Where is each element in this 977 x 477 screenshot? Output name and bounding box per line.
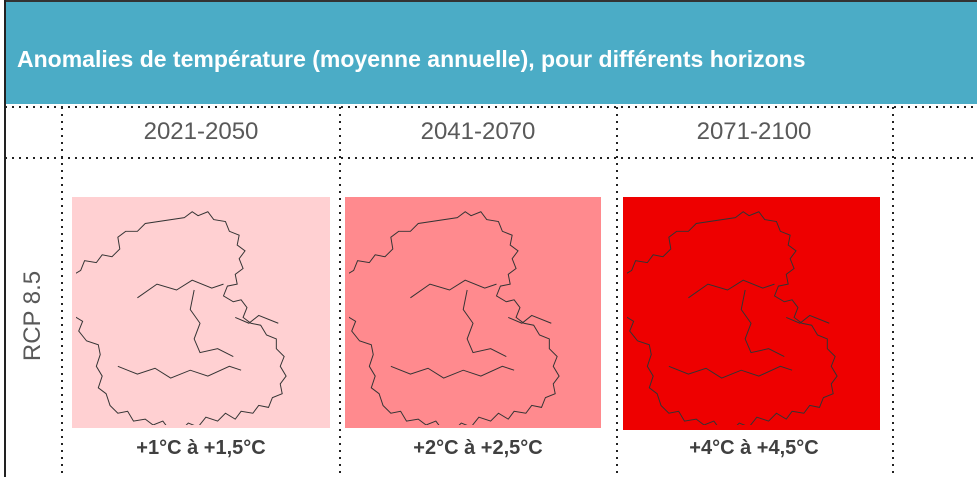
row-label: RCP 8.5 <box>19 270 46 362</box>
dotted-lines <box>5 106 977 477</box>
column-header: 2021-2050 <box>143 118 259 145</box>
cell-label: +2°C à +2,5°C <box>413 437 543 459</box>
map-2 <box>345 197 601 428</box>
map-1 <box>72 197 330 428</box>
title: Anomalies de température (moyenne annuel… <box>17 46 806 72</box>
column-header: 2071-2100 <box>696 118 812 145</box>
cell-label: +4°C à +4,5°C <box>689 437 819 459</box>
cell-label: +1°C à +1,5°C <box>136 437 266 459</box>
column-header: 2041-2070 <box>420 118 536 145</box>
title-band: Anomalies de température (moyenne annuel… <box>5 0 977 104</box>
map-3 <box>623 197 880 430</box>
